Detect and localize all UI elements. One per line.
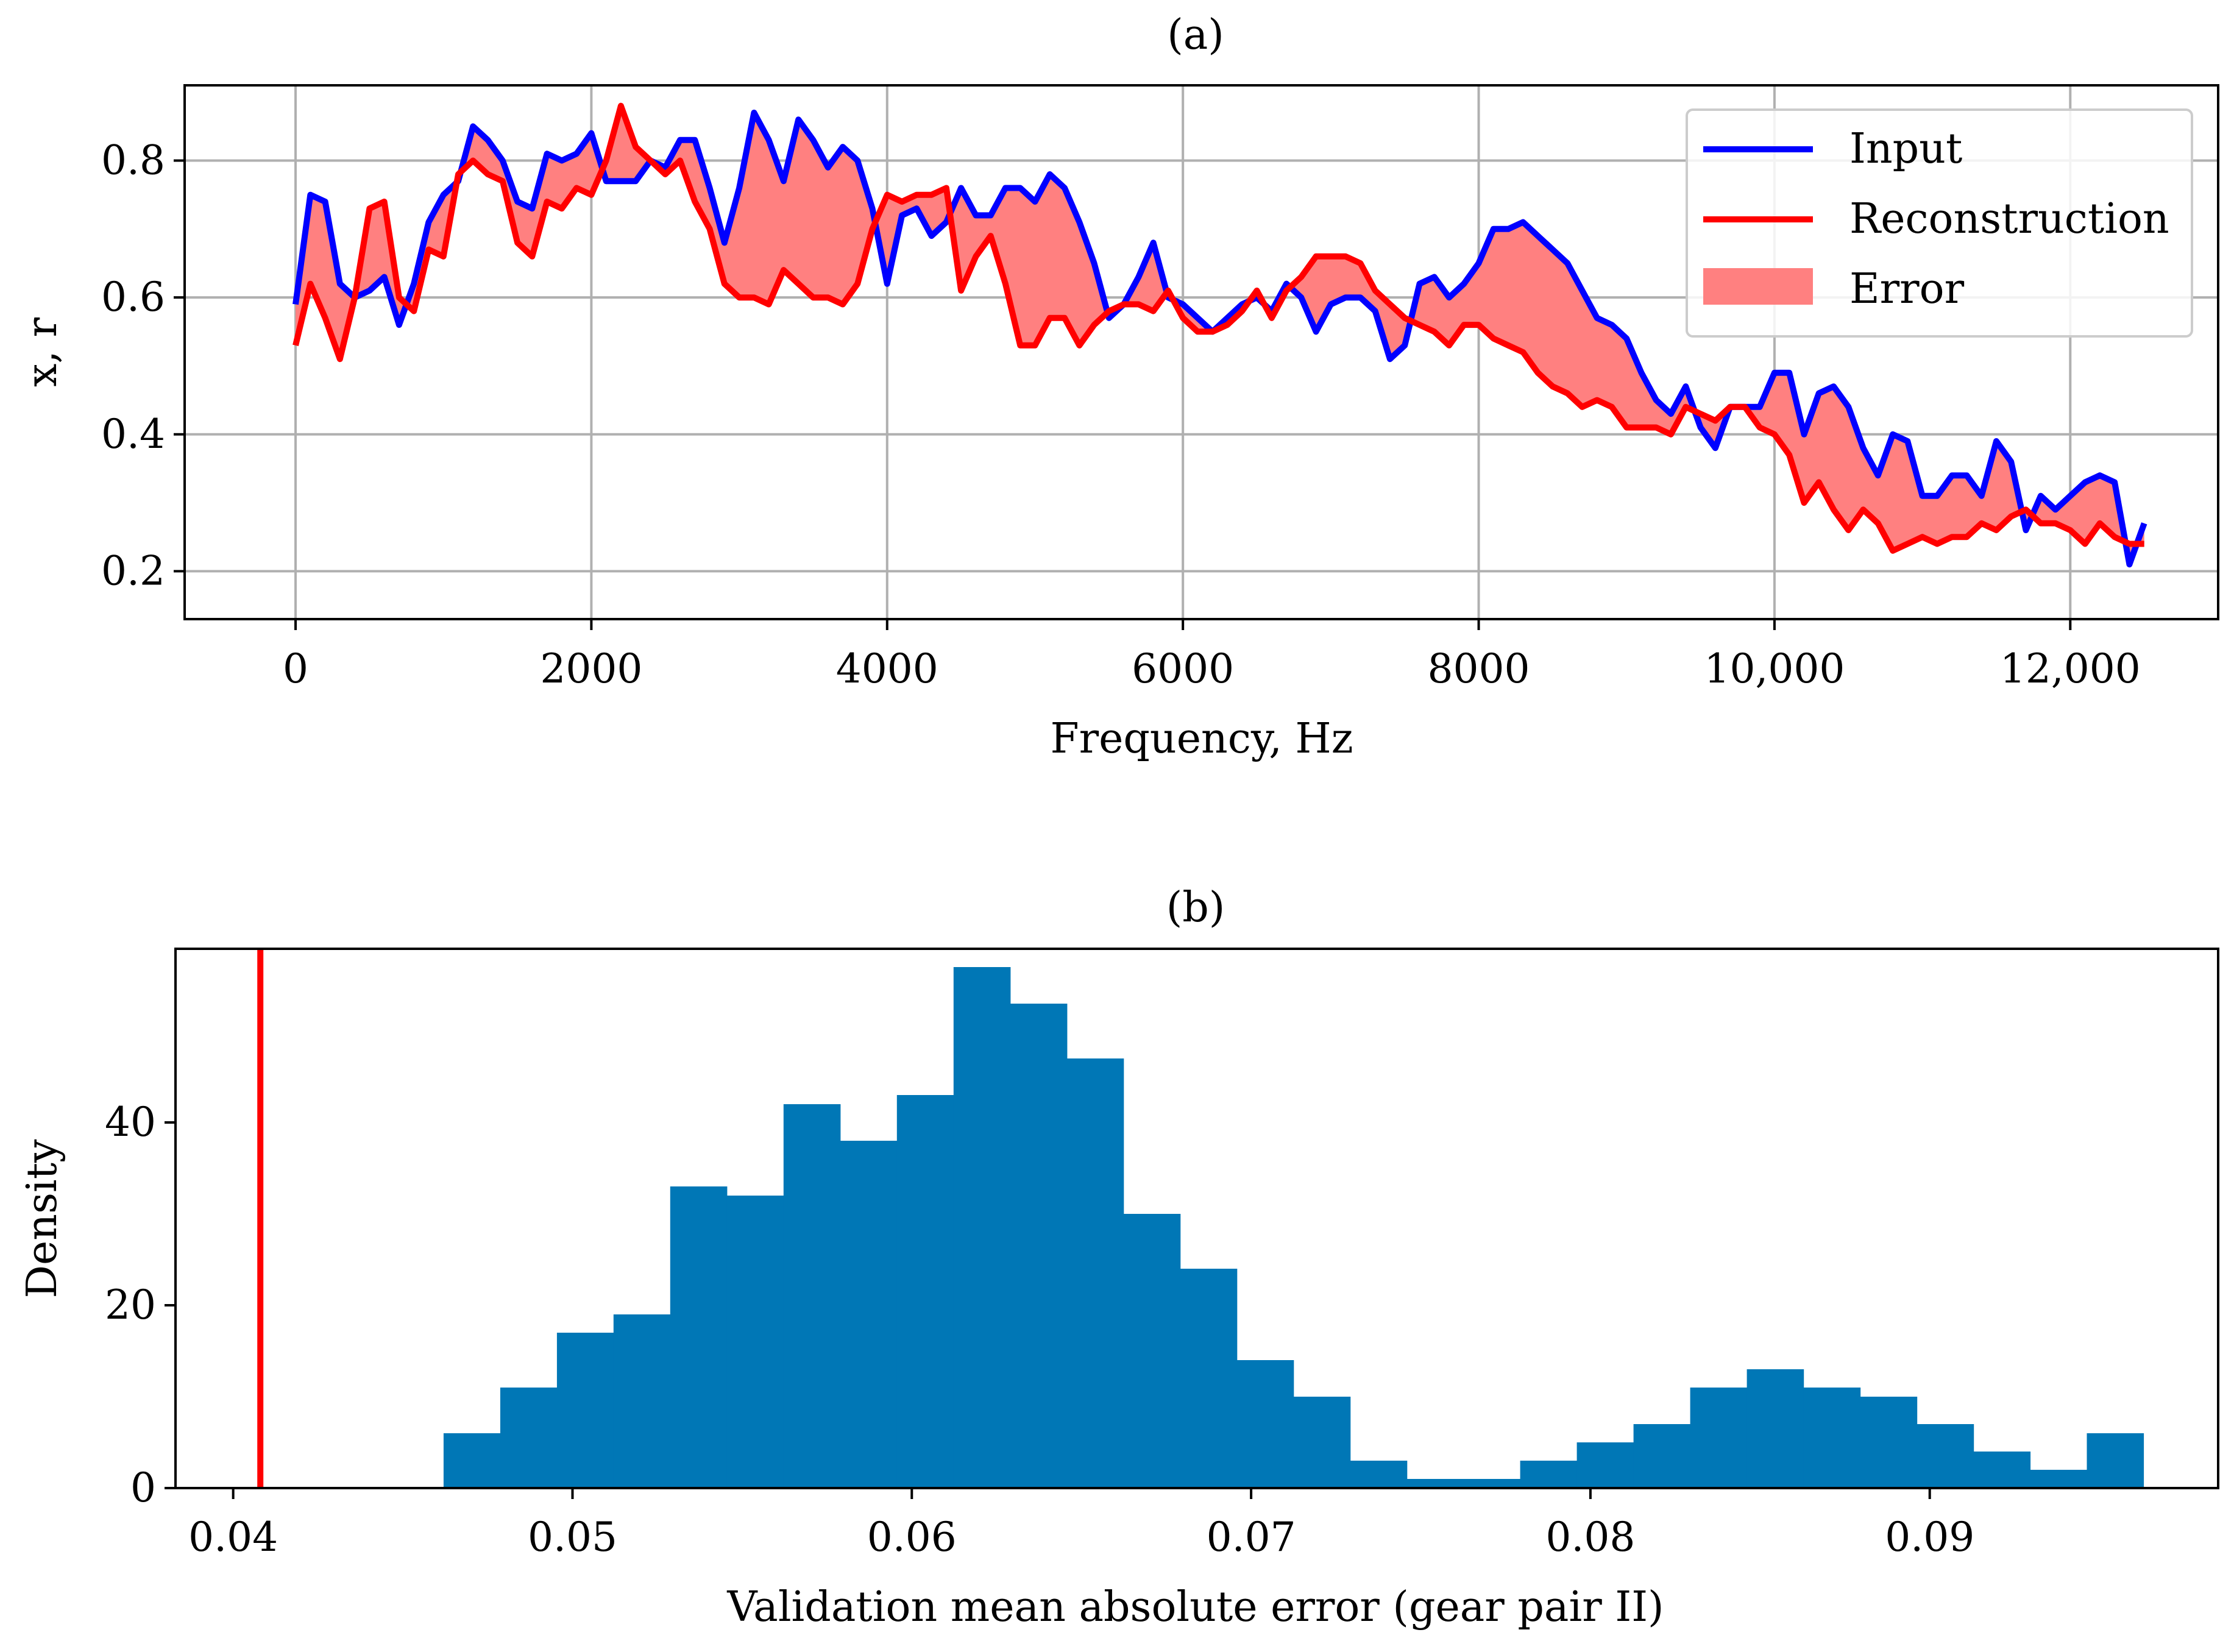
panel-a-xtick-label: 4000 [836, 645, 938, 692]
panel-a-ytick-label: 0.6 [101, 274, 165, 321]
panel-b-xtick-label: 0.07 [1207, 1514, 1296, 1561]
panel-b-xtick-label: 0.06 [867, 1514, 957, 1561]
histogram-bar [556, 1333, 614, 1488]
panel-b-xtick-label: 0.05 [528, 1514, 617, 1561]
panel-b-histogram: (b) 0.04 0.05 0.06 0.07 0.08 0.09 0 20 40 Valid… [18, 884, 2219, 1631]
histogram-bar [1463, 1479, 1521, 1488]
histogram-bar [1010, 1004, 1068, 1488]
histogram-bar [1180, 1269, 1238, 1488]
legend-input-label: Input [1849, 125, 1962, 173]
histogram-bar [783, 1104, 841, 1488]
panel-a-xtick-label: 0 [283, 645, 308, 692]
histogram-bar [1973, 1452, 2031, 1488]
panel-a-ylabel: x, r [18, 317, 66, 387]
histogram-bar [613, 1314, 671, 1488]
panel-b-ytick-label: 0 [130, 1464, 156, 1511]
histogram-bar [1293, 1397, 1351, 1488]
reconstruction-series-line [293, 102, 2144, 554]
panel-a-ytick-label: 0.2 [101, 547, 165, 594]
histogram-bar [726, 1196, 784, 1488]
histogram-bar [443, 1433, 501, 1488]
histogram-bar [1520, 1461, 1578, 1488]
histogram-bar [1746, 1369, 1804, 1488]
panel-a-title: (a) [1167, 11, 1224, 59]
histogram-bar [2087, 1433, 2144, 1488]
histogram-bar [953, 967, 1011, 1488]
panel-a-xlabel: Frequency, Hz [1050, 715, 1353, 763]
histogram-bar [500, 1388, 558, 1488]
panel-a-xtick-label: 8000 [1428, 645, 1530, 692]
histogram-bar [1406, 1479, 1464, 1488]
panel-b-ytick-label: 20 [105, 1282, 156, 1328]
panel-b-xlabel: Validation mean absolute error (gear pai… [726, 1583, 1664, 1631]
histogram-bar [1123, 1214, 1181, 1488]
panel-b-ytick-label: 40 [105, 1099, 156, 1146]
histogram-bar [2030, 1470, 2088, 1488]
panel-a-legend: Input Reconstruction Error [1686, 108, 2193, 338]
histogram-bar [1576, 1442, 1634, 1488]
histogram-bar [1690, 1388, 1748, 1488]
histogram-bar [1803, 1388, 1861, 1488]
panel-a-xtick-label: 2000 [540, 645, 642, 692]
histogram-bar [1066, 1058, 1124, 1488]
panel-a-xtick-label: 6000 [1132, 645, 1234, 692]
error-band [296, 105, 2144, 565]
panel-a-axes-frame [183, 84, 2219, 620]
panel-a-line-chart: (a) 0 2000 4000 6000 8000 10,000 12,000 0.2 0.4… [18, 11, 2219, 763]
panel-b-ylabel: Density [18, 1139, 66, 1299]
legend-error-swatch [1703, 268, 1813, 305]
panel-b-xtick-label: 0.04 [188, 1514, 278, 1561]
legend-frame [1686, 108, 2193, 338]
panel-a-ytick-label: 0.8 [101, 137, 165, 184]
histogram-bar [1917, 1424, 1974, 1488]
legend-reconstruction-label: Reconstruction [1849, 195, 2169, 243]
panel-a-xtick-label: 10,000 [1704, 645, 1845, 692]
histogram-bar [1860, 1397, 1918, 1488]
panel-b-xtick-label: 0.08 [1545, 1514, 1635, 1561]
histogram-bar [1633, 1424, 1691, 1488]
legend-error-label: Error [1849, 265, 1965, 313]
panel-b-xtick-label: 0.09 [1885, 1514, 1974, 1561]
histogram-bar [1236, 1360, 1294, 1488]
histogram-bar [670, 1186, 728, 1488]
panel-b-axes-frame [174, 948, 2219, 1489]
histogram-bar [840, 1141, 898, 1488]
panel-a-xtick-label: 12,000 [2000, 645, 2141, 692]
panel-b-title: (b) [1166, 884, 1225, 932]
histogram-bar [1350, 1461, 1408, 1488]
panel-a-ytick-label: 0.4 [101, 411, 165, 458]
histogram-bar [896, 1095, 954, 1488]
